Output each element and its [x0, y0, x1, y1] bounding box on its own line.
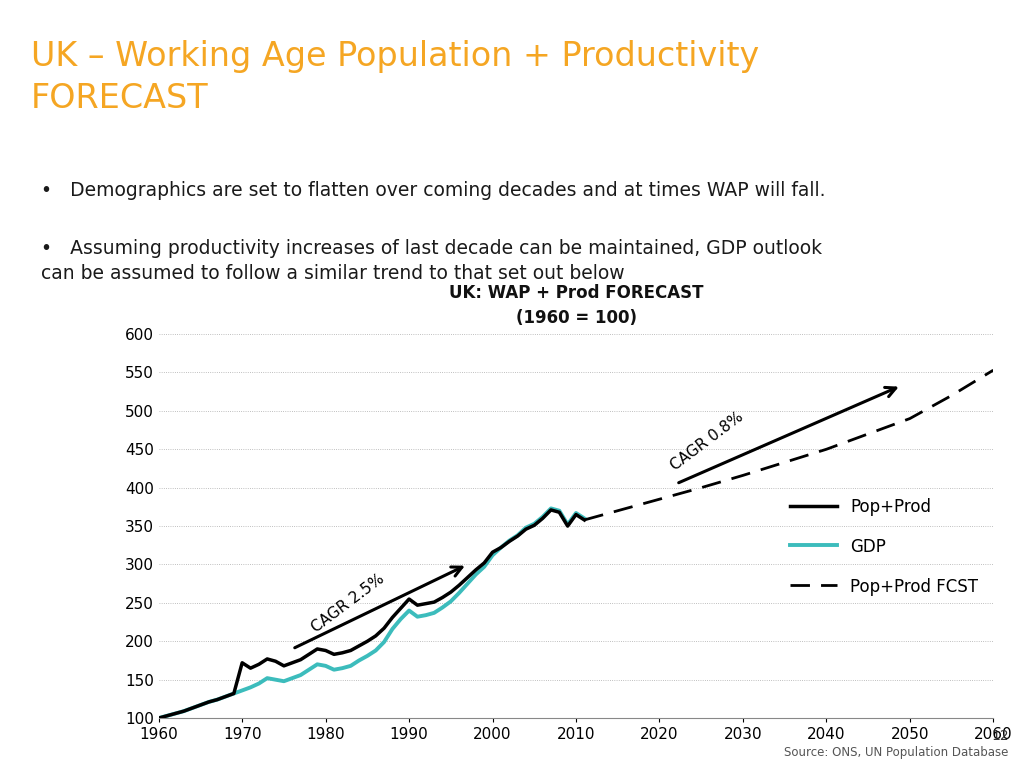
Text: CAGR 2.5%: CAGR 2.5% [309, 571, 387, 635]
Legend: Pop+Prod, GDP, Pop+Prod FCST: Pop+Prod, GDP, Pop+Prod FCST [783, 492, 985, 602]
Title: UK: WAP + Prod FORECAST
(1960 = 100): UK: WAP + Prod FORECAST (1960 = 100) [449, 284, 703, 327]
Text: •   Assuming productivity increases of last decade can be maintained, GDP outloo: • Assuming productivity increases of las… [41, 239, 822, 283]
Text: CAGR 0.8%: CAGR 0.8% [668, 409, 746, 474]
Text: •   Demographics are set to flatten over coming decades and at times WAP will fa: • Demographics are set to flatten over c… [41, 180, 825, 200]
Text: 12: 12 [991, 729, 1009, 743]
Text: UK – Working Age Population + Productivity
FORECAST: UK – Working Age Population + Productivi… [31, 40, 759, 115]
Text: Source: ONS, UN Population Database: Source: ONS, UN Population Database [784, 746, 1009, 759]
